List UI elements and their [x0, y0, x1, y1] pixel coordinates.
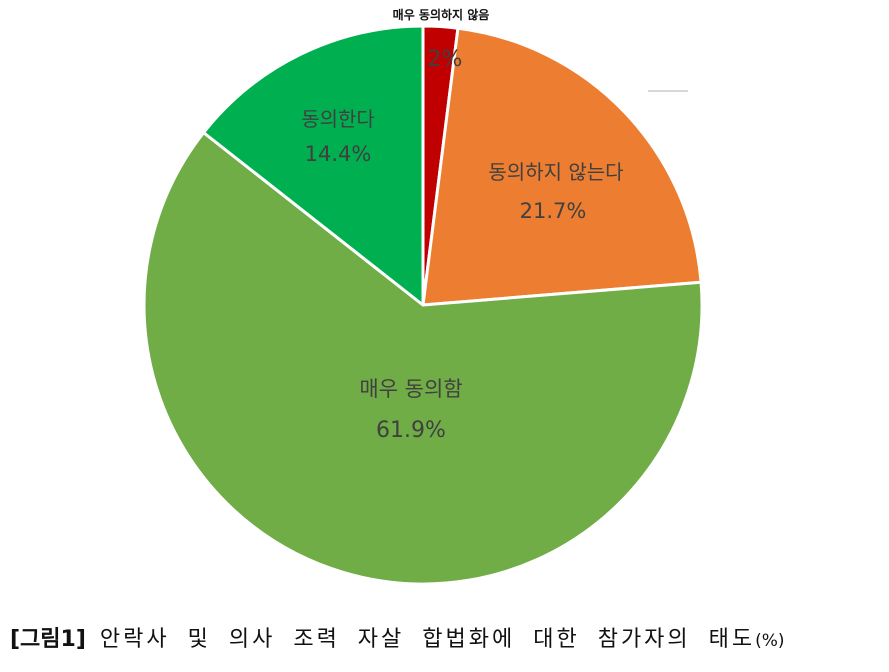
slice-label-strongly-disagree: 매우 동의하지 않음 — [393, 7, 490, 22]
caption-text: 안락사 및 의사 조력 자살 합법화에 대한 참가자의 태도 — [99, 627, 756, 652]
slice-value-strongly-disagree: 2% — [428, 47, 463, 72]
pie-chart: 매우 동의하지 않음 2% 동의하지 않는다 21.7% 매우 동의함 61.9… — [142, 7, 704, 586]
slice-label-disagree: 동의하지 않는다 — [488, 160, 623, 184]
decorative-dash — [648, 90, 688, 92]
slice-value-agree: 14.4% — [305, 142, 372, 166]
pie-slice-agree — [202, 24, 425, 307]
slice-value-strongly-agree: 61.9% — [376, 418, 446, 443]
pie-slice-strongly-agree — [142, 131, 704, 586]
pie-slice-disagree — [421, 26, 703, 307]
slice-value-disagree: 21.7% — [520, 199, 587, 223]
caption-label: [그림1] — [10, 627, 86, 652]
slice-label-strongly-agree: 매우 동의함 — [359, 377, 462, 401]
figure-caption: [그림1] 안락사 및 의사 조력 자살 합법화에 대한 참가자의 태도(%) — [10, 620, 880, 660]
caption-unit: (%) — [755, 631, 785, 651]
slice-label-agree: 동의한다 — [301, 107, 375, 131]
pie-slices — [142, 24, 704, 586]
